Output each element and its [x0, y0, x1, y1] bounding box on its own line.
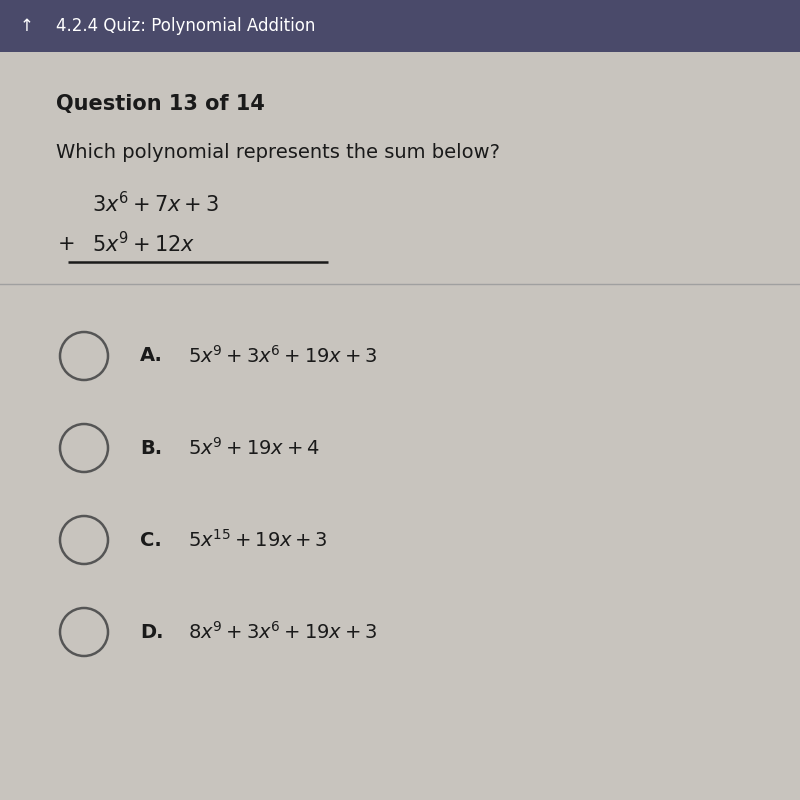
- Text: +: +: [58, 234, 75, 254]
- Text: $5x^9 + 19x + 4$: $5x^9 + 19x + 4$: [188, 437, 320, 459]
- Text: $3x^6 +7x+3$: $3x^6 +7x+3$: [92, 191, 219, 217]
- Text: $5x^9 +12x$: $5x^9 +12x$: [92, 231, 195, 257]
- Text: C.: C.: [140, 530, 162, 550]
- Text: A.: A.: [140, 346, 163, 366]
- FancyBboxPatch shape: [0, 0, 800, 52]
- Text: $5x^{15} + 19x + 3$: $5x^{15} + 19x + 3$: [188, 529, 328, 551]
- Text: 4.2.4 Quiz: Polynomial Addition: 4.2.4 Quiz: Polynomial Addition: [56, 17, 315, 35]
- Text: Question 13 of 14: Question 13 of 14: [56, 94, 265, 114]
- Text: D.: D.: [140, 622, 163, 642]
- Text: B.: B.: [140, 438, 162, 458]
- FancyBboxPatch shape: [0, 52, 800, 800]
- Text: $5x^9 + 3x^6 + 19x + 3$: $5x^9 + 3x^6 + 19x + 3$: [188, 345, 377, 367]
- Text: ↑︎: ↑︎: [20, 17, 34, 35]
- Text: Which polynomial represents the sum below?: Which polynomial represents the sum belo…: [56, 142, 500, 162]
- Text: $8x^9 + 3x^6 + 19x + 3$: $8x^9 + 3x^6 + 19x + 3$: [188, 621, 377, 643]
